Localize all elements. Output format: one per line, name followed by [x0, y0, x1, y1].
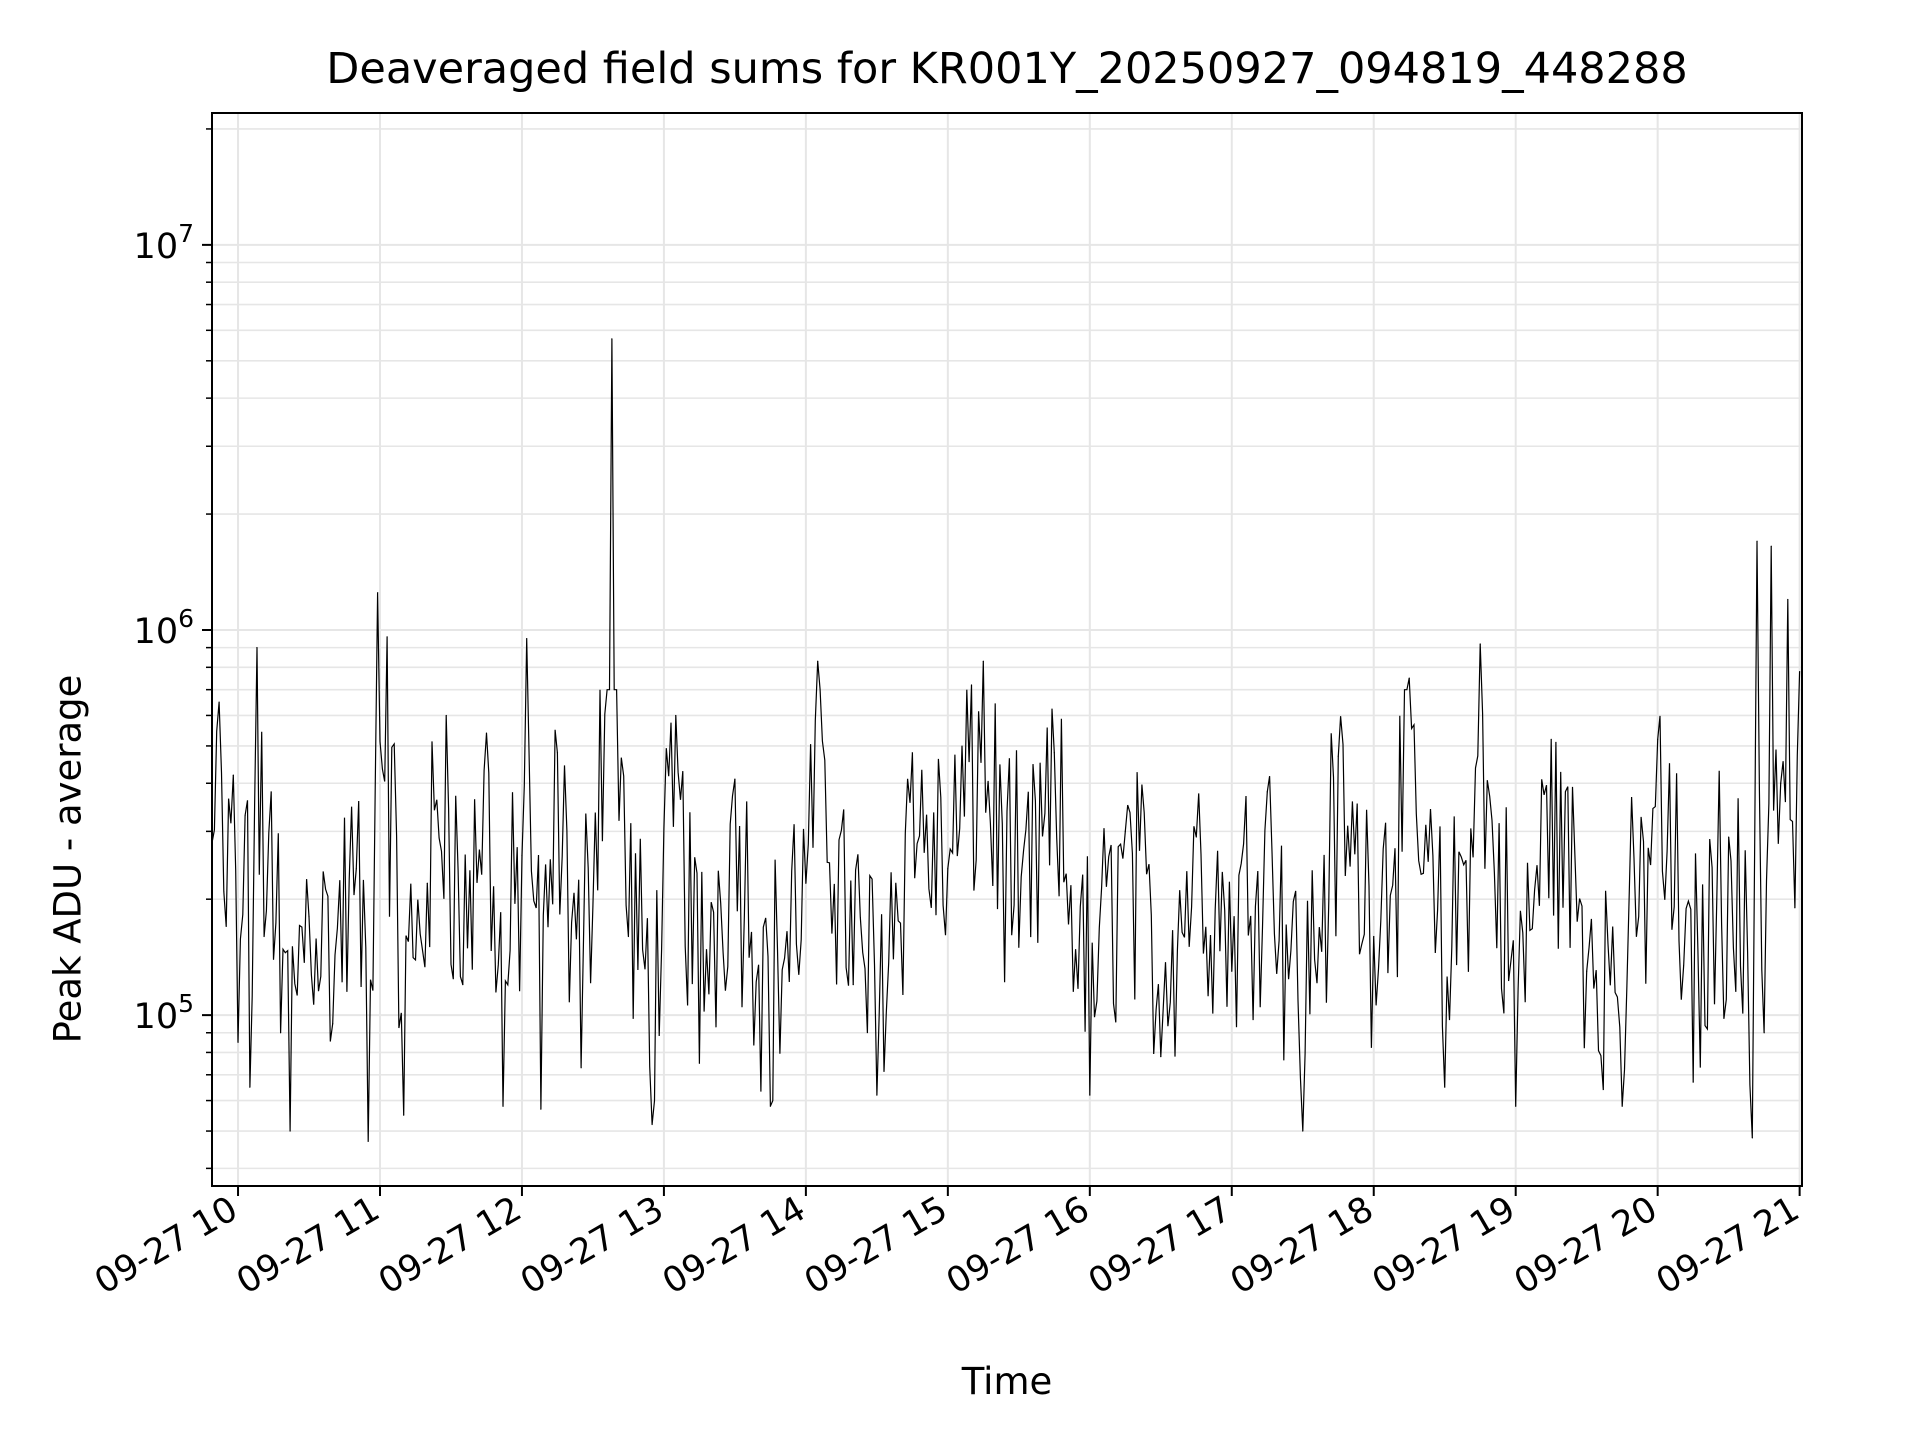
- data-point: [1794, 907, 1796, 909]
- y-tick-label: 107: [134, 219, 194, 267]
- data-point: [263, 935, 265, 938]
- x-tick-label: 09-27 11: [230, 1189, 386, 1302]
- series-layer: [211, 338, 1801, 1143]
- data-point: [403, 1114, 405, 1116]
- data-point: [982, 660, 984, 662]
- data-point: [1657, 738, 1659, 740]
- data-point: [526, 637, 528, 640]
- y-tick-label: 105: [134, 989, 194, 1037]
- data-point: [675, 714, 677, 717]
- data-point: [462, 984, 464, 986]
- data-point: [232, 774, 234, 776]
- data-point: [1728, 836, 1730, 838]
- data-point: [218, 701, 220, 703]
- data-point: [1515, 1105, 1517, 1107]
- x-tick-label: 09-27 19: [1366, 1189, 1522, 1302]
- data-point: [556, 752, 559, 754]
- data-point: [485, 732, 488, 734]
- data-point: [237, 1041, 239, 1043]
- data-point: [817, 660, 819, 662]
- data-point: [1373, 935, 1375, 938]
- data-point: [1266, 791, 1268, 793]
- data-point: [1763, 1032, 1765, 1034]
- data-point: [1053, 752, 1055, 754]
- data-point: [308, 916, 310, 918]
- data-point: [521, 854, 523, 856]
- x-tick-label: 09-27 17: [1082, 1189, 1238, 1302]
- data-point: [1444, 1086, 1446, 1088]
- data-point: [1195, 836, 1197, 838]
- data-point: [270, 791, 272, 793]
- x-axis-label: Time: [961, 1360, 1053, 1403]
- x-tick-label: 09-27 15: [798, 1189, 954, 1302]
- data-point: [1621, 1105, 1623, 1107]
- data-point: [1302, 1130, 1304, 1132]
- x-tick-label: 09-27 16: [940, 1189, 1096, 1302]
- data-point: [355, 868, 357, 870]
- data-point: [580, 1067, 582, 1069]
- data-point: [1231, 970, 1233, 972]
- data-point: [1550, 738, 1552, 740]
- x-tick-label: 09-27 13: [514, 1189, 670, 1302]
- chart-title: Deaveraged field sums for KR001Y_2025092…: [326, 44, 1688, 94]
- data-point: [445, 714, 447, 717]
- data-point: [1018, 946, 1020, 948]
- data-point: [1479, 643, 1481, 645]
- data-point: [280, 1032, 282, 1034]
- data-point: [911, 752, 913, 754]
- plot-frame: [211, 112, 1803, 1187]
- data-point: [1337, 755, 1339, 757]
- series-line: [211, 338, 1801, 1142]
- data-point: [1692, 1081, 1694, 1083]
- data-point: [502, 1105, 504, 1107]
- data-point: [1160, 1056, 1162, 1058]
- data-point: [769, 1105, 771, 1107]
- data-point: [970, 684, 973, 686]
- data-point: [244, 814, 246, 817]
- data-point: [1089, 1094, 1091, 1096]
- data-point: [852, 984, 854, 986]
- data-point: [698, 1062, 701, 1064]
- data-point: [377, 592, 379, 594]
- data-point: [386, 636, 388, 638]
- data-point: [947, 868, 949, 870]
- data-point: [611, 338, 613, 340]
- data-point: [225, 925, 227, 927]
- data-point: [1799, 670, 1801, 673]
- data-point: [1408, 677, 1410, 679]
- data-point: [1787, 598, 1789, 601]
- x-tick-label: 09-27 20: [1508, 1189, 1664, 1302]
- data-point: [805, 882, 807, 884]
- grid-lines: [212, 113, 1802, 1186]
- data-point: [1586, 970, 1588, 972]
- data-point: [651, 1123, 653, 1126]
- data-point: [1770, 545, 1772, 547]
- data-point: [876, 1094, 878, 1096]
- x-tick-label: 09-27 18: [1224, 1189, 1380, 1302]
- data-point: [1780, 782, 1782, 784]
- data-point: [332, 1023, 334, 1025]
- data-point: [289, 1130, 291, 1132]
- x-tick-label: 09-27 10: [88, 1189, 244, 1302]
- data-point: [256, 647, 258, 649]
- data-point: [540, 1108, 542, 1110]
- data-point: [734, 778, 736, 780]
- x-tick-label: 09-27 21: [1650, 1189, 1806, 1302]
- data-point: [1124, 830, 1126, 832]
- x-tick-label: 09-27 14: [656, 1189, 812, 1302]
- data-point: [1751, 1137, 1753, 1139]
- data-point: [627, 935, 630, 938]
- x-tick-label: 09-27 12: [372, 1189, 528, 1302]
- data-point: [426, 882, 428, 884]
- data-point: [249, 1086, 251, 1088]
- data-point: [1756, 540, 1758, 542]
- data-point: [367, 1140, 369, 1143]
- y-tick-label: 106: [134, 604, 194, 652]
